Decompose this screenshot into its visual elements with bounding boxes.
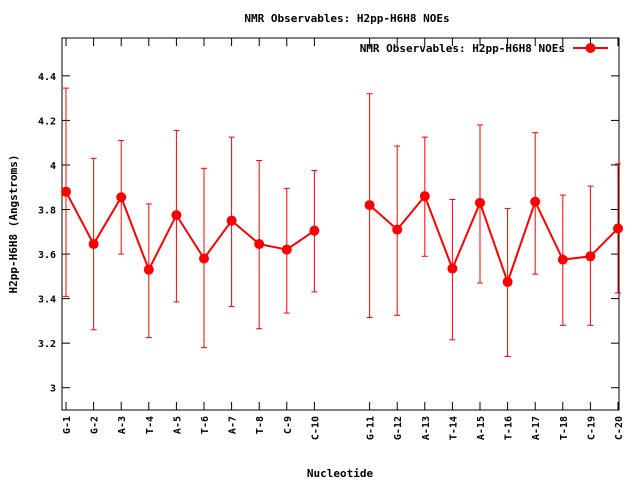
data-point (447, 263, 458, 274)
legend: NMR Observables: H2pp-H6H8 NOEs (360, 42, 608, 55)
x-tick-label: C-19 (586, 416, 597, 440)
data-point (530, 196, 541, 207)
series-line (368, 194, 619, 285)
x-tick-label: A-7 (228, 416, 239, 434)
legend-label: NMR Observables: H2pp-H6H8 NOEs (360, 42, 565, 55)
error-bars (63, 87, 621, 358)
y-tick-label: 3.8 (38, 206, 56, 217)
x-tick-label: A-13 (421, 416, 432, 440)
y-tick-label: 3.2 (38, 339, 56, 350)
x-tick-label: A-15 (476, 416, 487, 440)
data-point (613, 223, 623, 234)
data-point (502, 276, 513, 287)
x-tick-label: A-17 (531, 416, 542, 440)
x-tick-label: C-10 (310, 416, 321, 440)
data-point (475, 197, 485, 208)
data-points (61, 186, 623, 287)
data-point (226, 215, 237, 226)
x-tick-label: C-20 (614, 416, 625, 440)
x-tick-label: T-6 (200, 416, 211, 434)
data-point (116, 192, 127, 203)
y-tick-label: 3.4 (38, 295, 56, 306)
x-tick-label: T-4 (145, 416, 156, 434)
x-axis: G-1 G-2 A-3 T-4 A-5 T-6 A-7 T-8 C-9 C-10 G-11 G-12 A… (62, 38, 625, 440)
data-point (61, 186, 71, 197)
x-tick-label: T-18 (559, 416, 570, 440)
x-axis-label: Nucleotide (307, 467, 374, 480)
data-point (557, 254, 568, 265)
data-point (585, 251, 596, 262)
x-tick-label: C-9 (283, 416, 294, 434)
data-point (281, 244, 292, 255)
x-tick-label: T-14 (448, 416, 459, 440)
y-tick-label: 3.6 (38, 250, 56, 261)
series-lines (65, 191, 619, 285)
x-tick-label: G-11 (366, 416, 377, 440)
x-tick-label: G-2 (90, 416, 101, 434)
data-point (254, 239, 265, 250)
legend-marker-swatch (585, 43, 596, 53)
x-tick-label: A-3 (117, 416, 128, 434)
data-point (143, 264, 154, 275)
data-point (88, 239, 99, 250)
y-axis-label: H2pp-H6H8 (Angstroms) (7, 154, 20, 293)
series-line (65, 191, 315, 273)
y-tick-label: 4.2 (38, 116, 56, 127)
data-point (392, 224, 403, 235)
y-tick-label: 3 (50, 384, 56, 395)
data-point (419, 191, 430, 202)
chart-title: NMR Observables: H2pp-H6H8 NOEs (244, 12, 449, 25)
data-point (171, 210, 182, 221)
x-tick-label: T-16 (504, 416, 515, 440)
y-tick-label: 4 (50, 161, 56, 172)
data-point (309, 225, 320, 236)
y-tick-label: 4.4 (38, 72, 56, 83)
x-tick-label: G-1 (62, 416, 73, 434)
data-point (199, 253, 209, 264)
x-tick-label: T-8 (255, 416, 266, 434)
x-tick-label: A-5 (172, 416, 183, 434)
y-axis: 3 3.2 3.4 3.6 3.8 4 4.2 4.4 (38, 72, 619, 395)
x-tick-label: G-12 (393, 416, 404, 440)
data-point (364, 200, 375, 211)
